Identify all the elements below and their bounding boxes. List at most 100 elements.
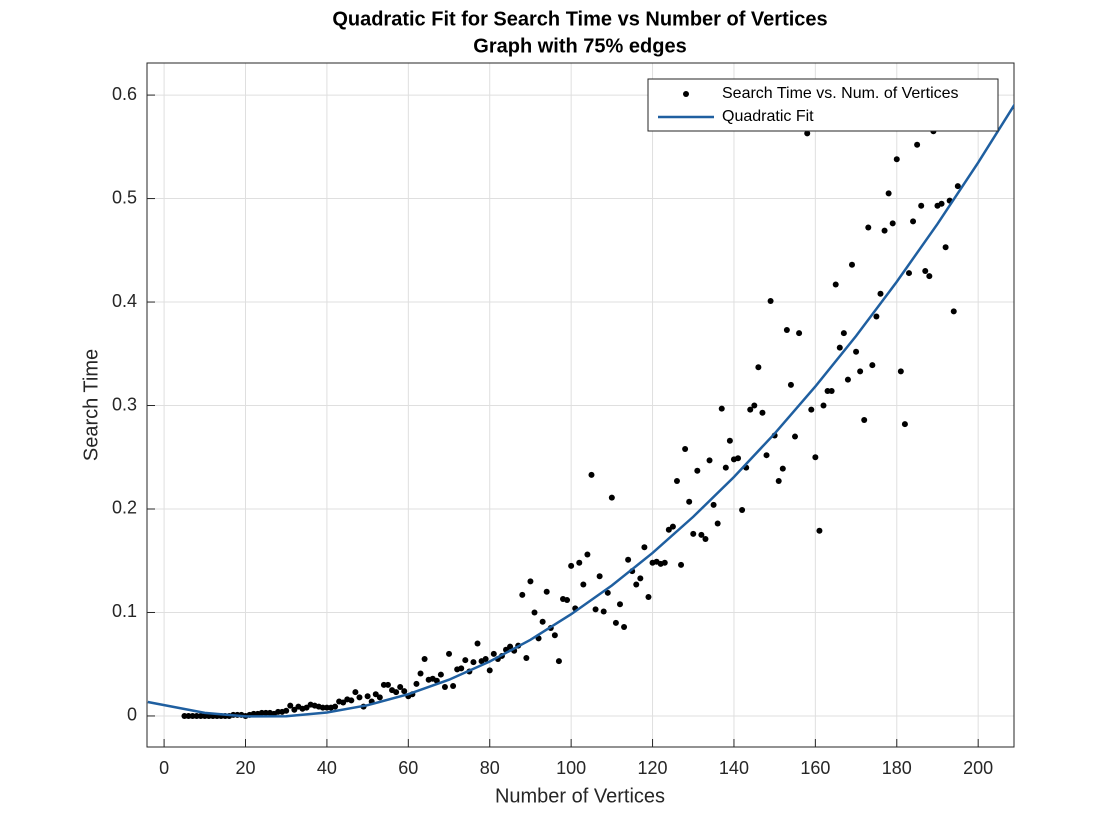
point	[763, 452, 770, 459]
point	[873, 313, 880, 320]
point	[848, 261, 855, 268]
point	[718, 405, 725, 412]
point	[458, 665, 465, 672]
point	[303, 704, 310, 711]
x-tick-label: 120	[638, 758, 668, 778]
point	[580, 581, 587, 588]
point	[661, 559, 668, 566]
point	[376, 694, 383, 701]
point	[641, 544, 648, 551]
point	[686, 498, 693, 505]
point	[372, 691, 379, 698]
point	[796, 330, 803, 337]
y-tick-label: 0.6	[112, 84, 137, 104]
point	[759, 409, 766, 416]
point	[531, 609, 538, 616]
y-tick-label: 0.2	[112, 498, 137, 518]
y-tick-label: 0.3	[112, 394, 137, 414]
legend-label: Search Time vs. Num. of Vertices	[722, 85, 959, 102]
point	[918, 202, 925, 209]
point	[287, 702, 294, 709]
point	[910, 218, 917, 225]
y-tick-label: 0.1	[112, 601, 137, 621]
x-axis-label: Number of Vertices	[495, 785, 665, 807]
point	[739, 507, 746, 514]
point	[637, 575, 644, 582]
chart-title: Quadratic Fit for Search Time vs Number …	[332, 8, 827, 30]
point	[804, 130, 811, 137]
point	[710, 501, 717, 508]
point	[694, 467, 701, 474]
point	[588, 471, 595, 478]
point	[787, 381, 794, 388]
point	[576, 559, 583, 566]
point	[678, 561, 685, 568]
point	[519, 591, 526, 598]
point	[384, 681, 391, 688]
point	[397, 683, 404, 690]
point	[486, 667, 493, 674]
y-axis-label: Search Time	[80, 349, 102, 461]
point	[690, 530, 697, 537]
point	[922, 267, 929, 274]
point	[905, 270, 912, 277]
point	[735, 455, 742, 462]
y-tick-label: 0	[127, 705, 137, 725]
point	[555, 658, 562, 665]
point	[482, 656, 489, 663]
point	[836, 344, 843, 351]
point	[869, 362, 876, 369]
point	[816, 527, 823, 534]
point	[901, 421, 908, 428]
point	[950, 308, 957, 315]
legend-marker	[683, 91, 689, 97]
point	[551, 632, 558, 639]
x-tick-label: 0	[159, 758, 169, 778]
point	[844, 376, 851, 383]
point	[673, 478, 680, 485]
point	[340, 699, 347, 706]
chart-subtitle: Graph with 75% edges	[473, 35, 686, 57]
point	[332, 703, 339, 710]
x-tick-label: 180	[882, 758, 912, 778]
y-tick-label: 0.5	[112, 187, 137, 207]
point	[722, 464, 729, 471]
point	[490, 650, 497, 657]
point	[792, 433, 799, 440]
point	[364, 693, 371, 700]
point	[608, 494, 615, 501]
plot-frame	[146, 62, 1015, 748]
point	[897, 368, 904, 375]
point	[584, 551, 591, 558]
point	[783, 326, 790, 333]
plot-area	[147, 63, 1014, 747]
point	[914, 141, 921, 148]
x-tick-label: 160	[800, 758, 830, 778]
point	[283, 707, 290, 714]
point	[926, 273, 933, 280]
point	[893, 156, 900, 163]
point	[828, 388, 835, 395]
point	[954, 183, 961, 190]
point	[669, 523, 676, 530]
point	[596, 573, 603, 580]
point	[441, 683, 448, 690]
point	[421, 656, 428, 663]
x-tick-label: 100	[556, 758, 586, 778]
point	[820, 402, 827, 409]
point	[470, 659, 477, 666]
point	[938, 200, 945, 207]
point	[413, 680, 420, 687]
point	[767, 298, 774, 305]
point	[474, 640, 481, 647]
point	[348, 697, 355, 704]
point	[539, 618, 546, 625]
point	[437, 671, 444, 678]
point	[877, 290, 884, 297]
point	[706, 457, 713, 464]
legend-box	[647, 78, 999, 132]
point	[633, 581, 640, 588]
point	[861, 417, 868, 424]
point	[714, 520, 721, 527]
